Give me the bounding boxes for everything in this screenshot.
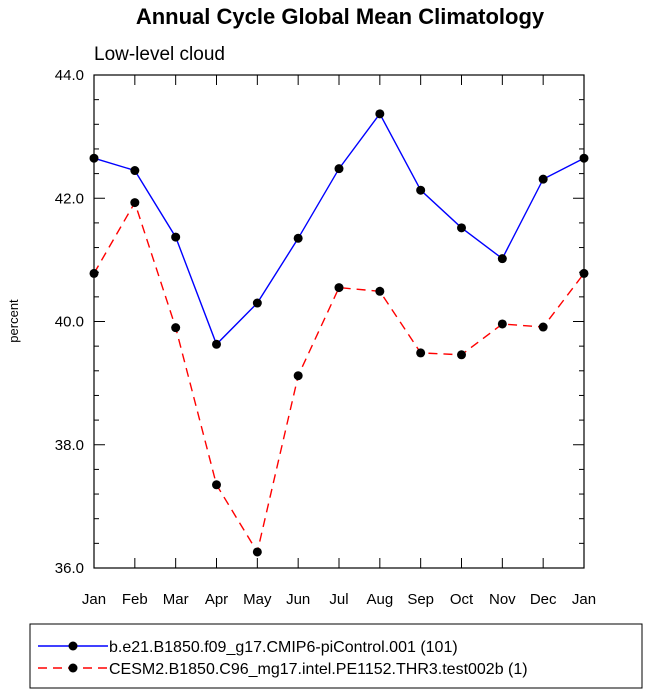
- data-point: [334, 283, 344, 293]
- x-tick-label: May: [243, 591, 272, 608]
- data-point: [334, 164, 344, 174]
- data-point: [293, 371, 303, 381]
- data-point: [457, 350, 466, 360]
- data-point: [252, 298, 262, 308]
- data-point: [375, 286, 385, 296]
- data-point: [579, 268, 589, 278]
- x-tick-label: Oct: [450, 591, 474, 608]
- chart-subtitle: Low-level cloud: [94, 44, 225, 65]
- data-point: [457, 223, 466, 233]
- plot-frame: [93, 74, 585, 569]
- legend-label-1: b.e21.B1850.f09_g17.CMIP6-piControl.001 …: [109, 639, 458, 656]
- x-tick-label: Sep: [407, 591, 434, 608]
- data-point: [89, 268, 99, 278]
- data-point: [579, 153, 589, 163]
- x-tick-label: Aug: [366, 591, 393, 608]
- data-point: [416, 348, 426, 358]
- x-tick-label: Jan: [572, 591, 596, 608]
- y-tick-label: 44.0: [55, 67, 84, 84]
- legend-box: [29, 623, 643, 689]
- axis-ticks: [93, 74, 585, 569]
- x-tick-label: Feb: [122, 591, 148, 608]
- x-tick-labels: Jan Feb Mar Apr May Jun Jul Aug Sep Oct Nov Dec Jan: [82, 591, 596, 608]
- x-tick-label: Jul: [329, 591, 348, 608]
- data-point: [416, 185, 426, 195]
- data-point: [538, 322, 548, 332]
- x-tick-label: Mar: [163, 591, 189, 608]
- x-tick-label: Jun: [286, 591, 310, 608]
- legend: b.e21.B1850.f09_g17.CMIP6-piControl.001 …: [38, 639, 528, 678]
- data-point: [497, 319, 507, 329]
- series-lines: [89, 109, 589, 557]
- y-tick-labels: 36.0 38.0 40.0 42.0 44.0: [55, 67, 84, 577]
- data-point: [293, 233, 303, 243]
- data-point: [89, 153, 99, 163]
- data-point: [375, 109, 385, 119]
- y-tick-label: 42.0: [55, 190, 84, 207]
- x-tick-label: Jan: [82, 591, 106, 608]
- series-line-2: [93, 200, 585, 554]
- chart-title: Annual Cycle Global Mean Climatology: [136, 4, 545, 29]
- data-point: [212, 339, 221, 349]
- x-tick-label: Dec: [530, 591, 557, 608]
- legend-marker: [68, 663, 78, 673]
- data-point: [212, 480, 221, 490]
- y-tick-label: 36.0: [55, 560, 84, 577]
- data-point: [497, 254, 507, 264]
- x-tick-label: Nov: [489, 591, 516, 608]
- y-axis-label: percent: [6, 299, 21, 343]
- legend-marker: [68, 641, 78, 651]
- data-point: [130, 198, 140, 208]
- data-point: [130, 166, 140, 176]
- series-line-1: [93, 112, 585, 346]
- data-point: [538, 174, 548, 184]
- y-tick-label: 40.0: [55, 314, 84, 331]
- legend-label-2: CESM2.B1850.C96_mg17.intel.PE1152.THR3.t…: [109, 661, 528, 678]
- y-tick-label: 38.0: [55, 437, 84, 454]
- x-tick-label: Apr: [205, 591, 228, 608]
- data-point: [171, 232, 181, 242]
- data-point: [252, 547, 262, 557]
- data-point: [171, 323, 181, 333]
